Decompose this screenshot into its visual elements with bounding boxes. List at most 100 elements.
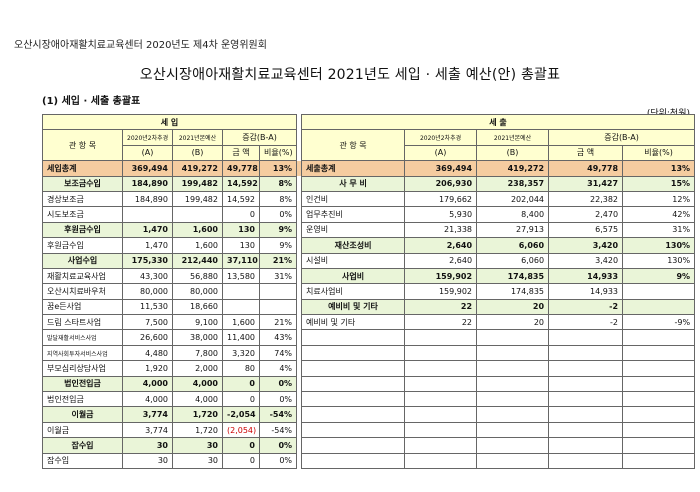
expense-item-name: 업무추진비 [301,206,406,223]
income-ratio-cell: -54% [258,406,298,423]
table-row: 발달재활서비스사업 26,600 38,000 11,400 43% [42,329,696,346]
income-b-cell: 18,660 [172,298,223,316]
income-b-cell: 1,720 [172,421,223,439]
expense-b-cell: 8,400 [476,206,550,223]
expense-col-change: 증감(B-A) [548,129,696,146]
income-amount-cell: 80 [222,360,260,377]
empty-cell [301,437,406,454]
empty-cell [476,421,550,439]
income-ratio-cell: 0% [258,437,298,454]
income-ratio-cell: 0% [258,452,298,469]
empty-cell [301,329,406,346]
table-row: 잡수입 30 30 0 0% [42,452,696,469]
expense-a-cell: 206,930 [404,175,478,192]
expense-item-name: 운영비 [301,221,406,239]
expense-a-cell: 159,902 [404,267,478,285]
income-item-name: 사업수입 [42,252,123,269]
empty-cell [548,437,624,454]
expense-col-2020: 2020년2차추경 [404,129,478,146]
income-col-account: 관 항 목 [42,129,123,162]
expense-amount-cell: -2 [548,314,624,331]
empty-cell [476,329,550,346]
empty-cell [404,375,478,393]
expense-b-cell: 174,835 [476,283,550,300]
expense-ratio-cell: 130% [622,252,696,269]
income-b-cell: 56,880 [172,267,223,285]
income-amount-cell: 13,580 [222,267,260,285]
income-b-cell: 199,482 [172,190,223,208]
expense-amount-cell: 14,933 [548,283,624,300]
income-col-change: 증감(B-A) [221,129,298,146]
expense-item-name: 시설비 [301,252,406,269]
expense-a-cell: 2,640 [404,237,478,254]
expense-ratio-cell: -9% [622,314,696,331]
income-item-name: 시도보조금 [42,206,123,223]
income-a-cell: 4,000 [122,375,173,393]
income-amount-cell: 14,592 [222,190,260,208]
income-item-name: 꿈e든사업 [42,298,123,316]
income-ratio-cell: 0% [258,375,298,393]
expense-ratio-cell [622,298,696,316]
income-b-cell: 9,100 [172,314,223,331]
expense-amount-cell: 49,778 [548,160,624,177]
empty-cell [476,391,550,408]
income-a-cell: 30 [122,437,173,454]
expense-amount-cell: 3,420 [548,252,624,269]
expense-amount-cell: 6,575 [548,221,624,239]
income-amount-cell: 0 [222,375,260,393]
income-amount-cell: 0 [222,437,260,454]
income-item-name: 오산시치료바우처 [42,283,123,300]
empty-cell [476,406,550,423]
income-ratio-cell: 74% [258,344,298,362]
income-ratio-cell [258,298,298,316]
empty-cell [622,329,696,346]
empty-cell [622,344,696,362]
expense-col-ratio: 비율(%) [622,144,696,162]
expense-a-cell: 369,494 [404,160,478,177]
expense-ratio-cell: 12% [622,190,696,208]
income-item-name: 후원금수입 [42,237,123,254]
income-b-cell: 80,000 [172,283,223,300]
empty-cell [404,421,478,439]
income-amount-cell: 3,320 [222,344,260,362]
income-b-cell: 4,000 [172,375,223,393]
empty-cell [301,360,406,377]
expense-a-cell: 2,640 [404,252,478,269]
expense-item-name: 재산조성비 [301,237,406,254]
income-a-cell: 43,300 [122,267,173,285]
expense-ratio-cell: 42% [622,206,696,223]
income-amount-cell: 0 [222,452,260,469]
expense-group-header: 세 출 [301,113,696,131]
empty-cell [476,452,550,469]
empty-cell [622,452,696,469]
expense-a-cell: 159,902 [404,283,478,300]
income-amount-cell: 14,592 [222,175,260,192]
expense-ratio-cell: 13% [622,160,696,177]
income-item-name: 지역사회투자서비스사업 [42,344,123,362]
page-title: 오산시장애아재활치료교육센터 2021년도 세입 · 세출 예산(안) 총괄표 [139,67,561,83]
expense-ratio-cell: 15% [622,175,696,192]
income-a-cell: 184,890 [122,190,173,208]
table-row: 잡수입 30 30 0 0% [42,437,696,454]
income-item-name: 세입총계 [42,160,123,177]
table-row: 꿈e든사업 11,530 18,660 예비비 및 기타 22 20 -2 [42,298,696,316]
income-a-cell [122,206,173,223]
empty-cell [548,391,624,408]
income-ratio-cell: 21% [258,252,298,269]
income-ratio-cell: 9% [258,221,298,239]
income-item-name: 드림 스타트사업 [42,314,123,331]
empty-cell [476,360,550,377]
expense-b-cell: 419,272 [476,160,550,177]
income-amount-cell: (2,054) [222,421,260,439]
table-row: 드림 스타트사업 7,500 9,100 1,600 21% 예비비 및 기타 22 20 -2… [42,314,696,331]
empty-cell [622,406,696,423]
empty-cell [548,421,624,439]
income-item-name: 후원금수입 [42,221,123,239]
expense-item-name: 치료사업비 [301,283,406,300]
income-b-cell: 2,000 [172,360,223,377]
income-amount-cell: 49,778 [222,160,260,177]
expense-col-2021-sub: (B) [476,144,550,162]
income-a-cell: 1,470 [122,237,173,254]
income-amount-cell: 11,400 [222,329,260,346]
empty-cell [301,421,406,439]
